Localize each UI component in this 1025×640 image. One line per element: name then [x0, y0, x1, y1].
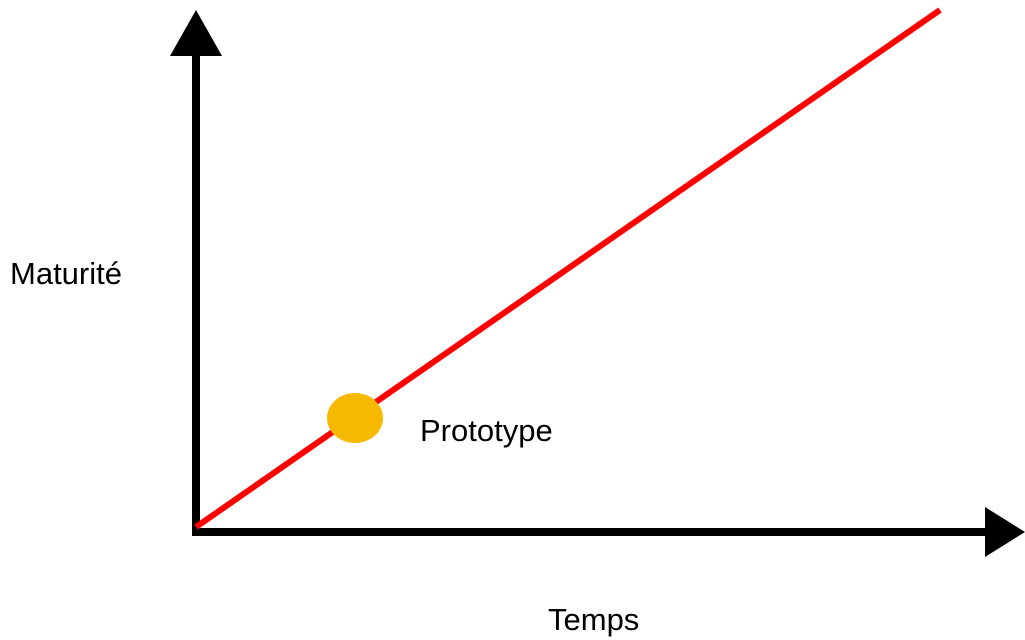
x-axis-label: Temps — [548, 602, 639, 637]
prototype-marker — [327, 393, 383, 443]
y-axis-arrow — [170, 10, 222, 56]
x-axis-arrow — [985, 507, 1025, 557]
maturity-line — [194, 7, 942, 530]
prototype-label: Prototype — [420, 413, 553, 448]
y-axis-label: Maturité — [10, 256, 122, 291]
